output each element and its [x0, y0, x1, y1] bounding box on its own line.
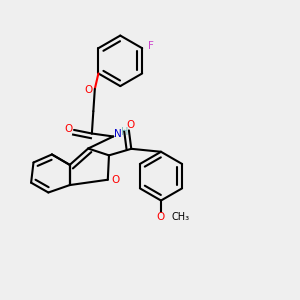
- Text: O: O: [126, 120, 134, 130]
- Text: CH₃: CH₃: [172, 212, 190, 222]
- Text: F: F: [148, 41, 153, 51]
- Text: O: O: [111, 175, 120, 185]
- Text: N: N: [114, 129, 122, 140]
- Text: O: O: [64, 124, 72, 134]
- Text: O: O: [157, 212, 165, 222]
- Text: H: H: [122, 127, 129, 137]
- Text: O: O: [84, 85, 92, 95]
